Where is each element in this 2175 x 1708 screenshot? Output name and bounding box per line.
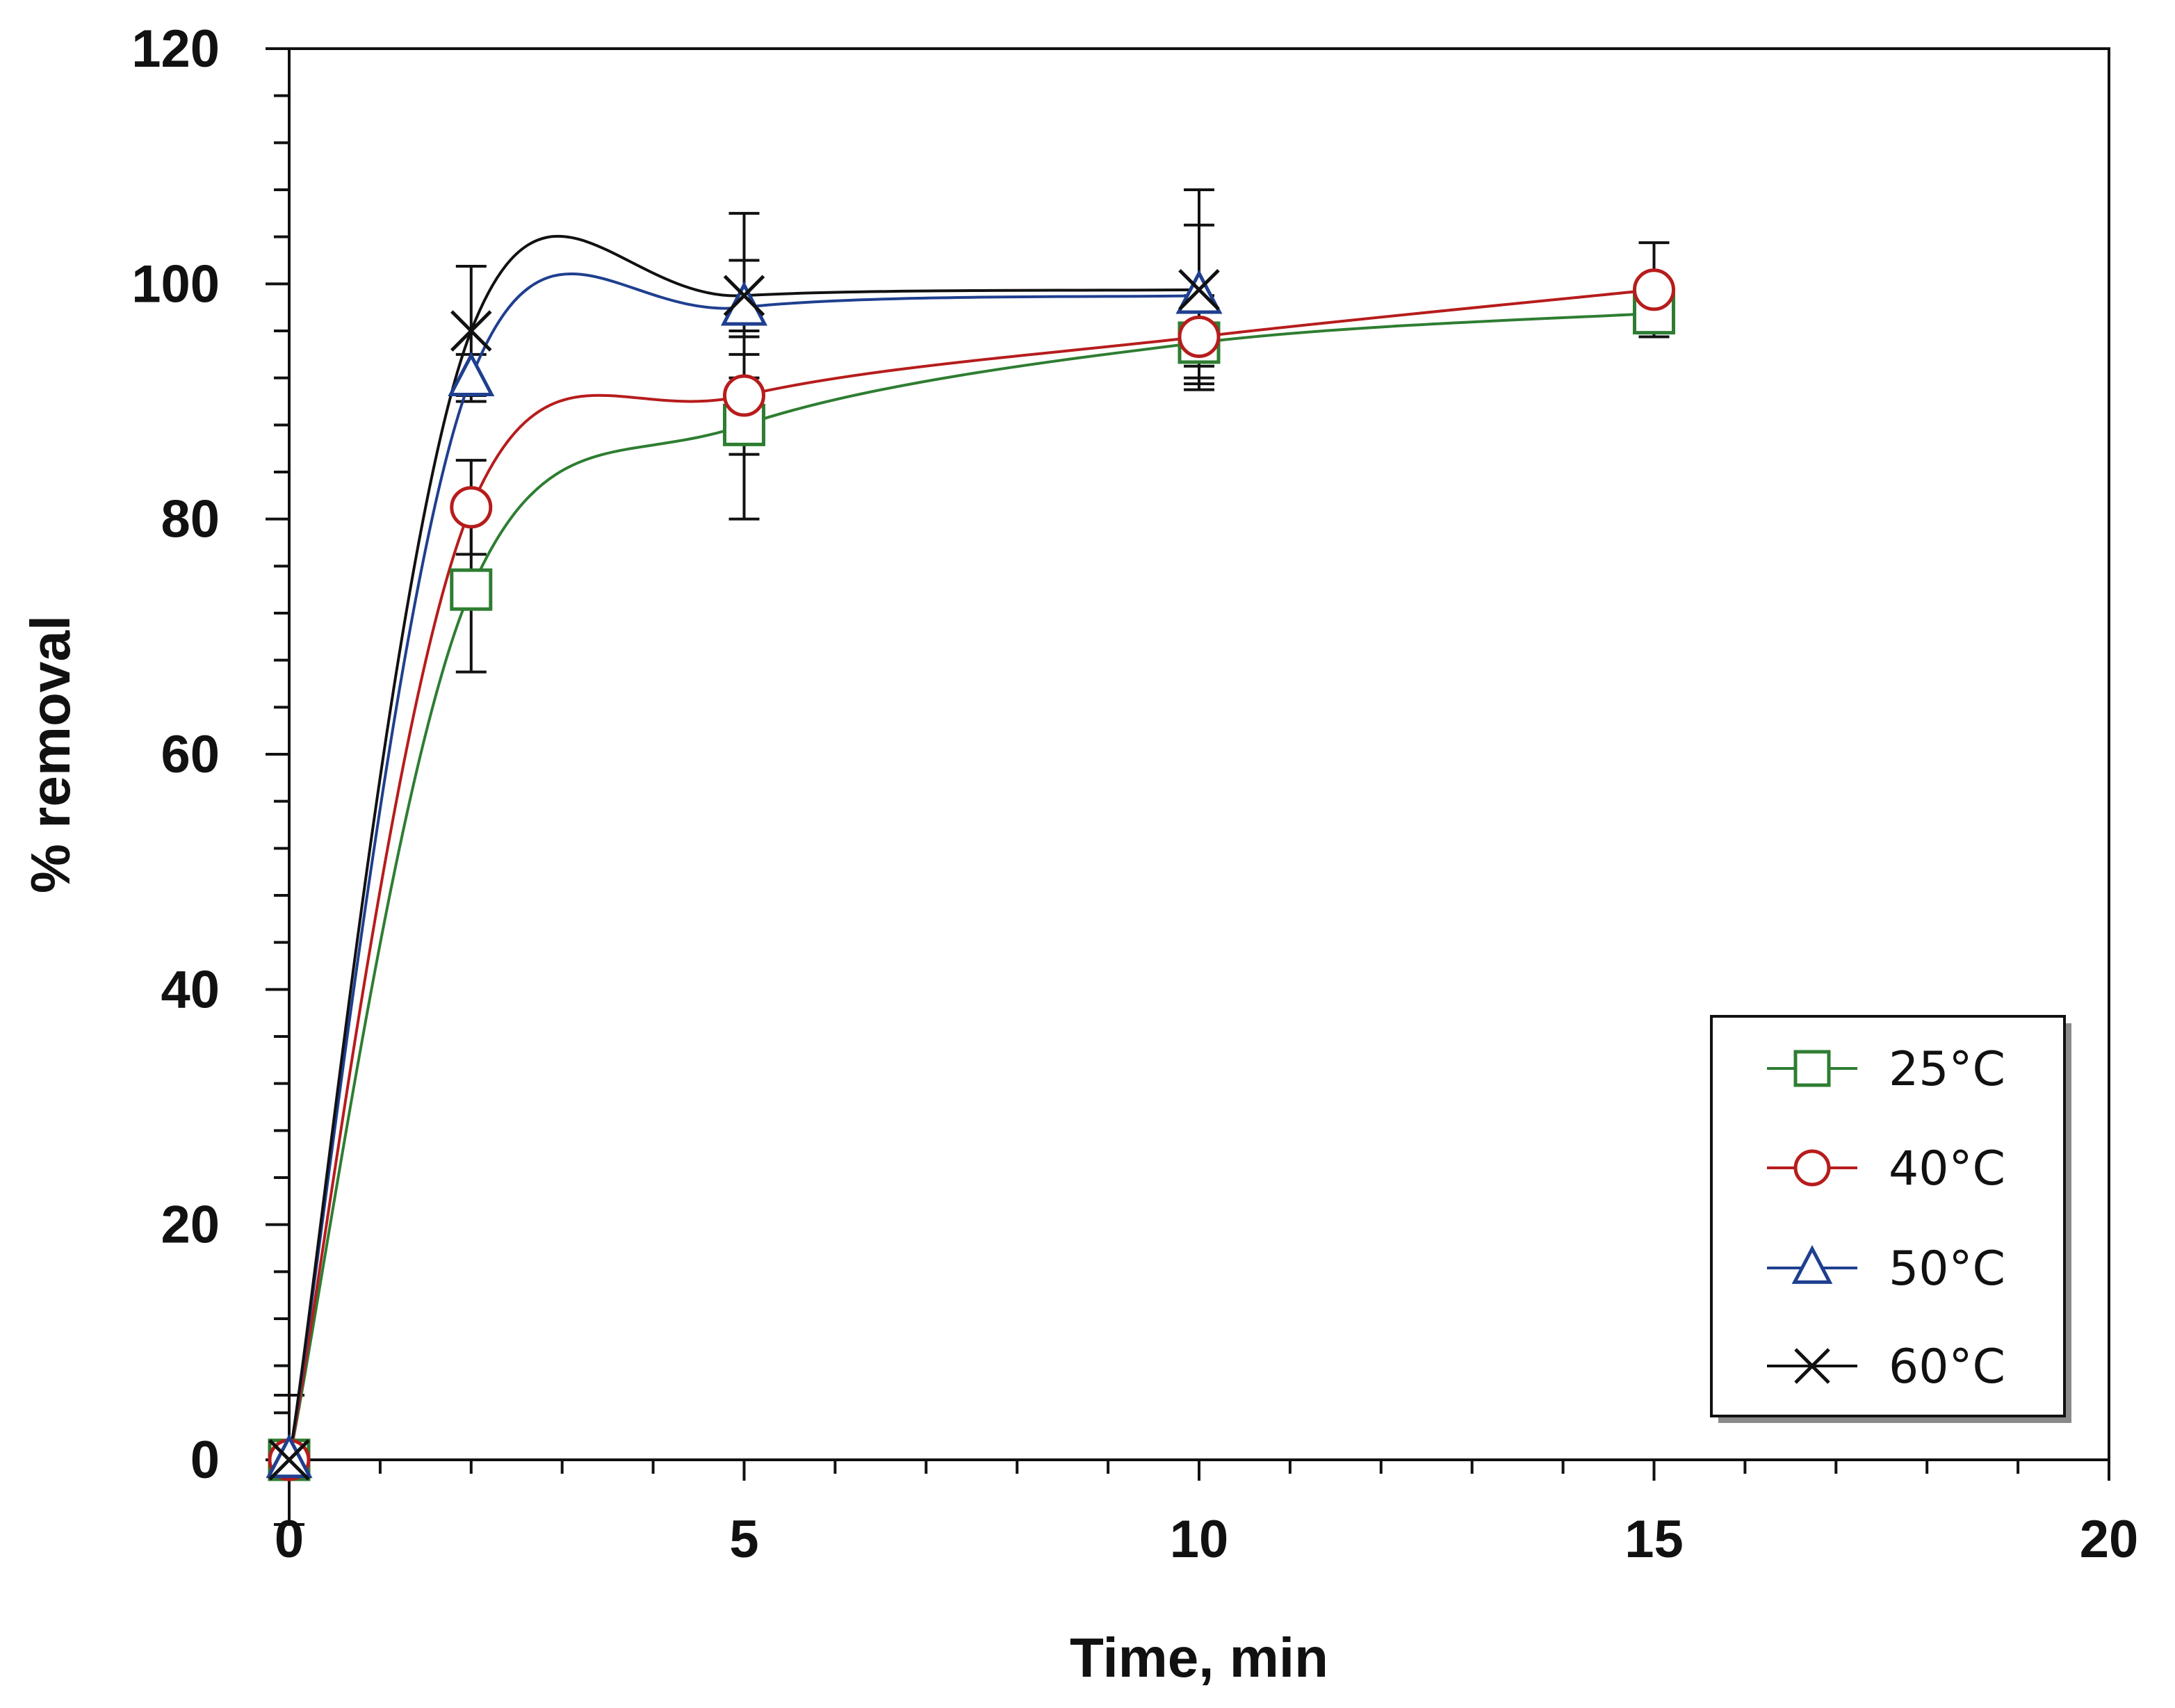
y-tick-label: 0	[190, 1431, 220, 1490]
series-lines-group	[288, 235, 1654, 1461]
data-point	[450, 310, 492, 352]
legend-entry: 50°C	[1767, 1242, 2005, 1296]
data-point	[723, 275, 765, 317]
legend-box	[1710, 1015, 2066, 1417]
data-point	[268, 1439, 310, 1481]
data-point	[1633, 268, 1675, 311]
data-point	[723, 374, 765, 417]
data-point	[448, 352, 495, 396]
y-axis-title: % removal	[19, 615, 81, 893]
data-point	[720, 281, 768, 326]
y-tick-label: 40	[161, 960, 220, 1019]
legend-entry: 40°C	[1767, 1141, 2005, 1196]
x-marker-stroke	[1794, 1348, 1830, 1384]
legend-marker	[1791, 1245, 1833, 1284]
legend-label: 50°C	[1889, 1242, 2005, 1296]
x-marker-stroke	[723, 275, 765, 317]
data-point	[1178, 269, 1220, 311]
legend-entry: 25°C	[1767, 1042, 2005, 1097]
data-point	[450, 568, 493, 611]
legend: 25°C 40°C 50°C 60°C	[1710, 1015, 2071, 1423]
series-line	[288, 235, 1200, 1461]
legend-entry: 60°C	[1767, 1340, 2005, 1394]
legend-label: 40°C	[1889, 1141, 2005, 1196]
x-tick-label: 10	[1170, 1510, 1229, 1569]
y-tick-label: 60	[161, 725, 220, 784]
data-point	[266, 1433, 313, 1479]
x-axis-title: Time, min	[1070, 1627, 1328, 1689]
legend-marker	[1794, 1348, 1830, 1384]
legend-marker	[1793, 1149, 1831, 1187]
x-tick-label: 20	[2080, 1510, 2139, 1569]
series-line	[288, 273, 1200, 1461]
data-point	[1178, 315, 1221, 358]
legend-marker	[1793, 1050, 1831, 1087]
y-tick-label: 80	[161, 490, 220, 549]
markers-group	[266, 268, 1675, 1481]
y-tick-label: 100	[131, 254, 220, 314]
y-tick-label: 120	[131, 19, 220, 79]
x-marker-stroke	[1178, 269, 1220, 311]
series-line	[288, 288, 1654, 1461]
data-point	[1175, 269, 1223, 314]
legend-label: 25°C	[1889, 1042, 2005, 1097]
legend-label: 60°C	[1889, 1340, 2005, 1394]
x-marker-stroke	[450, 310, 492, 352]
x-marker-stroke	[268, 1439, 310, 1481]
series-line	[288, 311, 1654, 1461]
data-point	[450, 486, 493, 529]
y-tick-label: 20	[161, 1196, 220, 1255]
x-tick-label: 15	[1624, 1510, 1684, 1569]
x-tick-label: 5	[729, 1510, 758, 1569]
